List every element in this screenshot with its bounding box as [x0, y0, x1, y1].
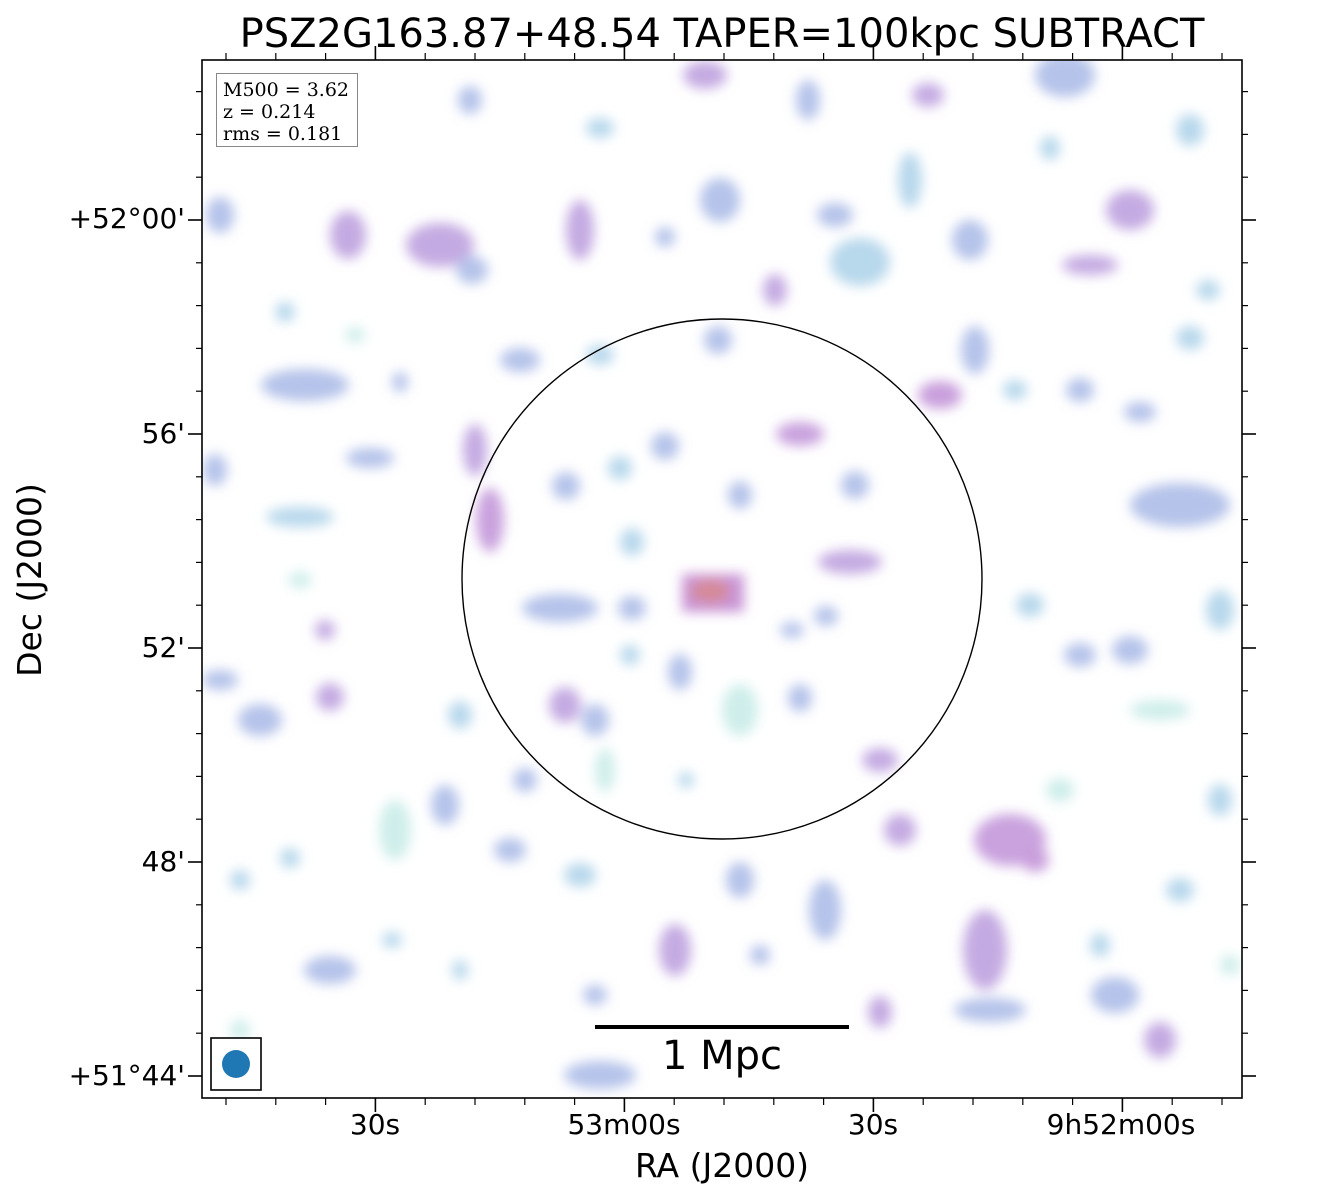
info-box: M500 = 3.62 z = 0.214 rms = 0.181: [216, 73, 358, 147]
y-tick-label: 52': [141, 631, 185, 664]
y-axis-label: Dec (J2000): [10, 483, 49, 677]
m500-label: M500 = 3.62: [223, 79, 350, 101]
beam-ellipse: [222, 1050, 250, 1078]
x-tick-label: 30s: [349, 1108, 401, 1141]
rms-label: rms = 0.181: [223, 123, 343, 145]
scale-bar-label: 1 Mpc: [661, 1033, 783, 1079]
y-tick-label: 56': [141, 417, 185, 450]
plot-frame: [201, 59, 1243, 1099]
r500-circle: [461, 318, 983, 840]
y-tick-label: 48': [141, 845, 185, 878]
radio-emission-map: [202, 60, 1240, 1089]
x-tick-label: 9h52m00s: [1046, 1108, 1196, 1141]
x-axis-label: RA (J2000): [634, 1146, 810, 1185]
x-tick-label: 30s: [847, 1108, 899, 1141]
figure-title: PSZ2G163.87+48.54 TAPER=100kpc SUBTRACT: [239, 11, 1205, 57]
central-source-peak: [690, 579, 730, 603]
redshift-label: z = 0.214: [223, 101, 316, 123]
x-tick-label: 53m00s: [567, 1108, 681, 1141]
axis-ticks: [188, 46, 1256, 1112]
y-tick-label: +51°44': [68, 1059, 185, 1092]
y-tick-label: +52°00': [68, 202, 185, 235]
